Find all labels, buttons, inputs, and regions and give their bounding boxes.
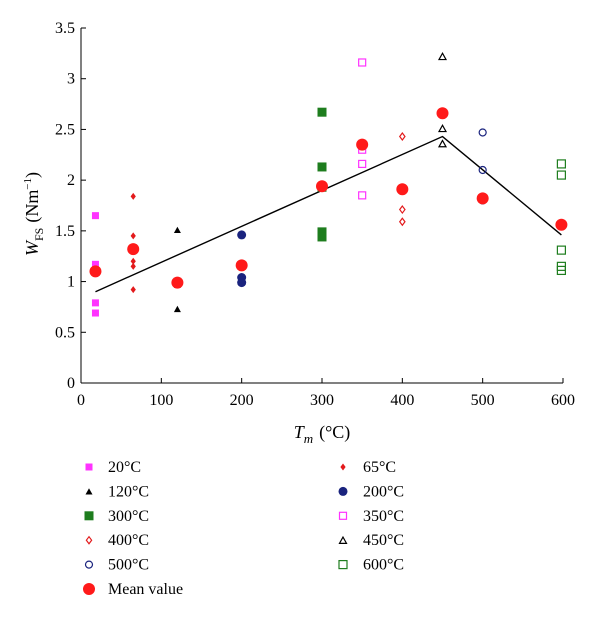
point-mean-value <box>235 259 248 272</box>
point-65-c <box>130 262 136 270</box>
axes: 0 100 200 300 400 500 600 0 0.5 1 1.5 2 2.5 3 3.5 <box>55 20 575 409</box>
point-mean-value <box>476 192 489 205</box>
point-20-c <box>91 309 99 317</box>
point-500-c <box>478 165 487 175</box>
point-mean-value <box>396 183 409 196</box>
point-120-c <box>173 305 181 313</box>
y-axis-title: WFS(Nm−1) <box>22 172 46 256</box>
x-tick-label: 600 <box>551 392 575 409</box>
legend-label-200-c: 200°C <box>363 483 404 500</box>
point-mean-value <box>436 107 449 120</box>
legend-label-20-c: 20°C <box>108 459 141 476</box>
point-65-c <box>130 257 136 265</box>
x-axis-title: Tm (°C) <box>294 422 351 446</box>
point-300-c <box>317 107 327 117</box>
legend-marker-20-c <box>85 463 93 471</box>
point-300-c <box>317 227 327 237</box>
y-tick-label: 3.5 <box>55 20 75 37</box>
legend-marker-450-c <box>338 535 348 544</box>
legend-marker-350-c <box>338 511 348 520</box>
point-200-c <box>237 230 247 240</box>
x-tick-label: 200 <box>230 392 254 409</box>
point-120-c <box>173 226 181 233</box>
legend-label-300-c: 300°C <box>108 508 149 525</box>
point-450-c <box>437 52 448 61</box>
point-600-c <box>556 265 566 276</box>
point-20-c <box>91 260 99 268</box>
point-450-c <box>437 124 448 133</box>
trend-line-group <box>95 135 562 293</box>
legend: 20°C 120°C 300°C 400°C 500°C Mean value 65°C 20… <box>83 459 404 598</box>
point-200-c <box>237 278 247 288</box>
legend-label-500-c: 500°C <box>108 557 149 574</box>
x-tick-label: 500 <box>471 392 495 409</box>
point-mean-value <box>356 138 369 151</box>
trend-line <box>95 135 562 293</box>
point-300-c <box>317 232 327 242</box>
y-tick-label: 3 <box>67 71 75 88</box>
point-600-c <box>556 159 566 169</box>
x-tick-label: 0 <box>77 392 85 409</box>
legend-label-600-c: 600°C <box>363 557 404 574</box>
legend-marker-mean-value <box>83 583 95 595</box>
y-tick-label: 0.5 <box>55 324 75 341</box>
point-450-c <box>437 139 448 148</box>
point-mean-value <box>89 265 102 278</box>
point-mean-value <box>127 243 140 256</box>
legend-marker-300-c <box>84 511 94 521</box>
point-350-c <box>358 159 367 169</box>
point-400-c <box>398 132 406 142</box>
legend-marker-600-c <box>338 559 348 570</box>
point-350-c <box>358 191 367 200</box>
point-mean-value <box>316 180 328 193</box>
point-600-c <box>556 245 566 255</box>
x-tick-label: 300 <box>310 392 334 409</box>
legend-marker-200-c <box>338 486 348 496</box>
point-400-c <box>398 205 406 215</box>
legend-marker-400-c <box>85 535 93 545</box>
point-mean-value <box>171 276 184 289</box>
point-65-c <box>130 232 136 240</box>
point-20-c <box>91 212 99 220</box>
legend-marker-500-c <box>84 560 94 569</box>
point-350-c <box>358 58 367 67</box>
point-300-c <box>317 162 327 172</box>
y-tick-label: 1.5 <box>55 223 75 240</box>
y-tick-label: 0 <box>67 375 75 392</box>
legend-label-65-c: 65°C <box>363 459 396 476</box>
point-mean-value <box>555 218 568 231</box>
legend-label-400-c: 400°C <box>108 532 149 549</box>
data-points <box>89 52 568 317</box>
point-20-c <box>91 299 99 307</box>
x-tick-label: 100 <box>149 392 173 409</box>
y-tick-label: 2 <box>67 172 75 189</box>
legend-marker-65-c <box>340 463 346 471</box>
legend-label-120-c: 120°C <box>108 483 149 500</box>
point-500-c <box>478 128 487 137</box>
x-tick-label: 400 <box>390 392 414 409</box>
legend-label-mean-value: Mean value <box>108 581 183 598</box>
point-600-c <box>556 170 566 180</box>
legend-label-350-c: 350°C <box>363 508 404 525</box>
y-tick-label: 1 <box>67 274 75 291</box>
point-65-c <box>130 192 136 200</box>
y-tick-label: 2.5 <box>55 121 75 138</box>
point-400-c <box>398 217 406 227</box>
legend-label-450-c: 450°C <box>363 532 404 549</box>
legend-marker-120-c <box>85 488 93 495</box>
point-65-c <box>130 286 136 294</box>
